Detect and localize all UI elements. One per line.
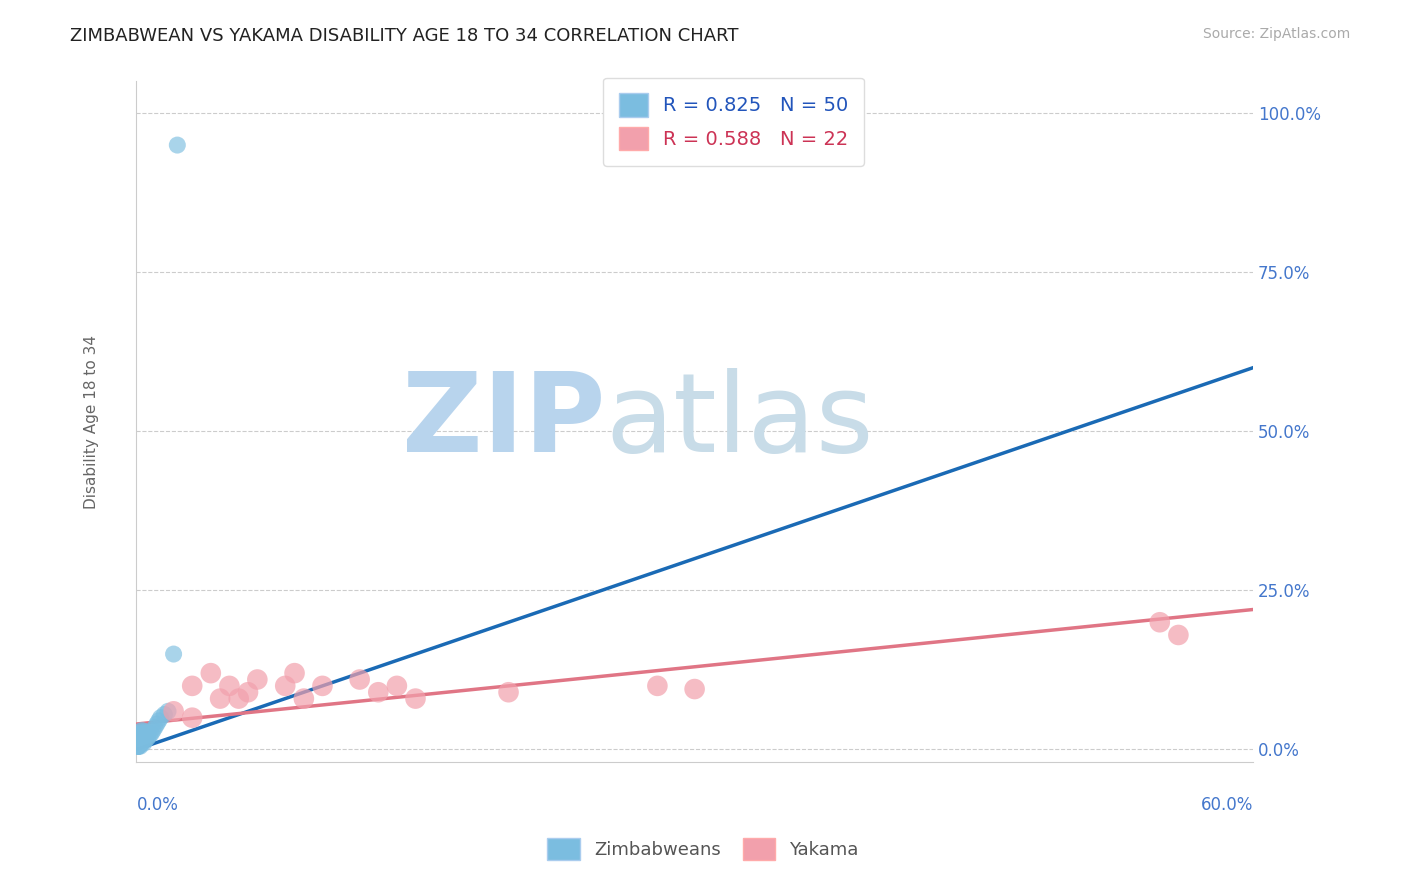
Point	[181, 711, 204, 725]
Point	[127, 729, 149, 743]
Point	[148, 714, 170, 728]
Point	[127, 739, 149, 754]
Point	[129, 738, 152, 752]
Point	[129, 739, 152, 754]
Point	[153, 707, 176, 722]
Point	[367, 685, 389, 699]
Text: Disability Age 18 to 34: Disability Age 18 to 34	[84, 334, 100, 508]
Point	[127, 738, 149, 752]
Point	[132, 724, 155, 739]
Point	[129, 733, 152, 747]
Legend: R = 0.825   N = 50, R = 0.588   N = 22: R = 0.825 N = 50, R = 0.588 N = 22	[603, 78, 865, 166]
Point	[1149, 615, 1171, 630]
Point	[127, 736, 149, 750]
Point	[138, 729, 160, 743]
Point	[683, 681, 706, 696]
Point	[143, 720, 166, 734]
Point	[141, 726, 163, 740]
Point	[181, 679, 204, 693]
Legend: Zimbabweans, Yakama: Zimbabweans, Yakama	[533, 823, 873, 874]
Point	[131, 736, 153, 750]
Text: 60.0%: 60.0%	[1201, 797, 1253, 814]
Point	[146, 717, 169, 731]
Point	[292, 691, 315, 706]
Point	[162, 704, 184, 718]
Point	[135, 724, 157, 739]
Point	[127, 730, 149, 744]
Point	[131, 733, 153, 747]
Point	[127, 731, 149, 745]
Point	[311, 679, 333, 693]
Point	[129, 731, 152, 745]
Point	[405, 691, 427, 706]
Point	[162, 647, 184, 661]
Point	[1167, 628, 1189, 642]
Point	[127, 735, 149, 749]
Point	[132, 730, 155, 744]
Point	[127, 730, 149, 744]
Point	[135, 733, 157, 747]
Point	[132, 736, 155, 750]
Point	[129, 726, 152, 740]
Point	[136, 731, 159, 745]
Point	[131, 730, 153, 744]
Text: ZIMBABWEAN VS YAKAMA DISABILITY AGE 18 TO 34 CORRELATION CHART: ZIMBABWEAN VS YAKAMA DISABILITY AGE 18 T…	[70, 27, 738, 45]
Point	[209, 691, 232, 706]
Point	[131, 723, 153, 738]
Point	[127, 739, 149, 754]
Point	[127, 739, 149, 754]
Point	[127, 735, 149, 749]
Point	[283, 666, 305, 681]
Point	[349, 673, 371, 687]
Point	[135, 730, 157, 744]
Point	[127, 739, 149, 754]
Text: Source: ZipAtlas.com: Source: ZipAtlas.com	[1202, 27, 1350, 41]
Point	[142, 723, 165, 738]
Point	[129, 730, 152, 744]
Point	[131, 726, 153, 740]
Point	[246, 673, 269, 687]
Point	[136, 726, 159, 740]
Point	[157, 704, 180, 718]
Text: ZIP: ZIP	[402, 368, 606, 475]
Point	[385, 679, 408, 693]
Text: atlas: atlas	[606, 368, 873, 475]
Point	[127, 733, 149, 747]
Point	[200, 666, 222, 681]
Point	[127, 736, 149, 750]
Point	[149, 711, 172, 725]
Text: 0.0%: 0.0%	[136, 797, 179, 814]
Point	[274, 679, 297, 693]
Point	[127, 733, 149, 747]
Point	[129, 735, 152, 749]
Point	[647, 679, 669, 693]
Point	[129, 724, 152, 739]
Point	[129, 736, 152, 750]
Point	[127, 738, 149, 752]
Point	[218, 679, 240, 693]
Point	[132, 733, 155, 747]
Point	[166, 138, 188, 153]
Point	[236, 685, 259, 699]
Point	[228, 691, 250, 706]
Point	[498, 685, 520, 699]
